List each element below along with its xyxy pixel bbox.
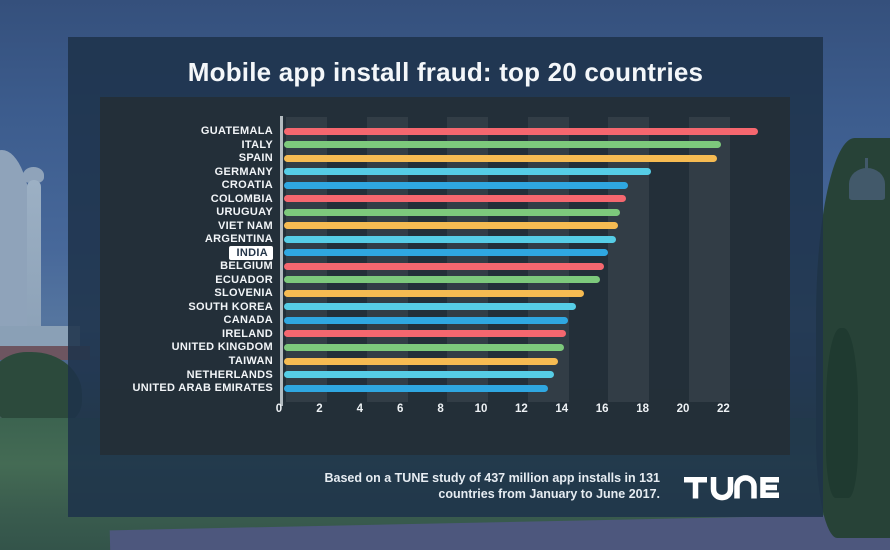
chart-card: Mobile app install fraud: top 20 countri… xyxy=(68,37,823,517)
category-label: CANADA xyxy=(223,314,273,327)
bar-slovenia xyxy=(284,289,585,297)
x-tick-label: 6 xyxy=(396,403,404,415)
grid-stripe xyxy=(286,117,327,402)
bar-united-arab-emirates xyxy=(284,384,548,392)
category-label: ITALY xyxy=(241,138,273,151)
category-label: BELGIUM xyxy=(220,260,273,273)
taj-mahal-dome xyxy=(0,150,32,360)
category-label: UNITED KINGDOM xyxy=(171,341,273,354)
x-tick-label: 0 xyxy=(275,403,283,415)
bar-belgium xyxy=(284,262,605,270)
bar-netherlands xyxy=(284,371,554,379)
far-dome-finial xyxy=(865,158,868,170)
x-tick-label: 20 xyxy=(676,403,690,415)
bar-croatia xyxy=(284,181,629,189)
bar-united-kingdom xyxy=(284,343,564,351)
logo-letter-e xyxy=(760,477,779,498)
chart-title: Mobile app install fraud: top 20 countri… xyxy=(187,57,704,87)
category-label: SPAIN xyxy=(238,152,273,165)
category-label: CROATIA xyxy=(221,179,273,192)
category-label: UNITED ARAB EMIRATES xyxy=(132,382,273,395)
far-dome xyxy=(849,168,885,200)
x-tick-label: 16 xyxy=(595,403,609,415)
x-tick-label: 8 xyxy=(437,403,444,415)
cypress-tree xyxy=(826,328,858,498)
x-tick-label: 14 xyxy=(555,403,569,415)
category-label: ECUADOR xyxy=(215,273,273,286)
source-attribution: Based on a TUNE study of 437 million app… xyxy=(325,471,661,502)
grid-stripe xyxy=(689,117,730,402)
tune-logo xyxy=(684,475,779,501)
category-label: ARGENTINA xyxy=(204,233,273,246)
category-label: URUGUAY xyxy=(216,206,273,219)
x-tick-label: 10 xyxy=(474,403,488,415)
taj-minaret xyxy=(27,180,41,332)
bar-canada xyxy=(284,316,568,324)
category-label: VIET NAM xyxy=(218,219,273,232)
grid-stripe xyxy=(366,117,408,402)
bar-viet-nam xyxy=(284,222,619,230)
category-label: TAIWAN xyxy=(228,355,273,367)
category-label: COLOMBIA xyxy=(210,192,273,205)
logo-letter-n xyxy=(734,475,757,499)
category-label: GUATEMALA xyxy=(200,125,273,137)
taj-minaret-cap xyxy=(23,167,44,183)
x-tick-label: 18 xyxy=(636,403,649,415)
x-tick-label: 22 xyxy=(716,403,730,415)
grid-stripe xyxy=(608,117,650,402)
bar-india xyxy=(284,249,609,257)
category-label: SLOVENIA xyxy=(214,287,273,300)
attribution-line-1: Based on a TUNE study of 437 million app… xyxy=(324,471,661,485)
x-tick-label: 12 xyxy=(514,403,528,415)
logo-letter-t xyxy=(684,477,707,499)
category-label: INDIA xyxy=(100,245,273,261)
logo-letter-u xyxy=(710,477,734,501)
bar-germany xyxy=(284,168,651,176)
bar-south-korea xyxy=(284,303,576,311)
bar-ecuador xyxy=(284,276,601,284)
category-label: GERMANY xyxy=(214,165,273,178)
bar-taiwan xyxy=(284,357,558,365)
bar-colombia xyxy=(284,195,627,203)
bar-ireland xyxy=(284,330,566,338)
grid-stripe xyxy=(447,117,489,402)
bar-argentina xyxy=(284,235,617,243)
y-axis-line xyxy=(280,116,283,406)
bar-uruguay xyxy=(284,208,621,216)
bar-guatemala xyxy=(284,127,758,135)
bar-spain xyxy=(284,154,718,162)
category-label: IRELAND xyxy=(222,327,273,340)
bar-italy xyxy=(284,141,722,149)
category-label: SOUTH KOREA xyxy=(188,300,273,313)
chart-panel: GUATEMALA ITALY SPAIN GERMANY CROATIA COLOMBI… xyxy=(100,97,790,455)
attribution-line-2: countries from January to June 2017. xyxy=(438,486,660,501)
x-tick-label: 2 xyxy=(316,403,323,415)
grid-stripe xyxy=(527,117,569,402)
category-label: NETHERLANDS xyxy=(186,368,273,381)
x-tick-label: 4 xyxy=(356,403,363,415)
